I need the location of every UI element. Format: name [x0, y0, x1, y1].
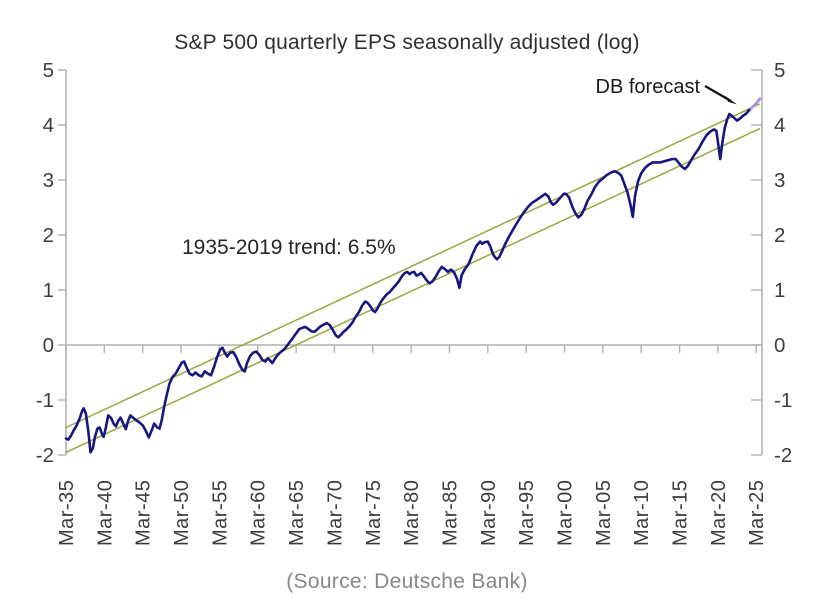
x-tick-label: Mar-80: [401, 480, 423, 546]
y-tick-label-left: -2: [36, 444, 54, 467]
x-tick-label: Mar-15: [670, 480, 692, 546]
x-tick-label: Mar-85: [440, 480, 462, 546]
y-tick-label-right: -1: [774, 389, 792, 412]
x-tick-label: Mar-65: [286, 480, 308, 546]
x-tick-label: Mar-60: [248, 480, 270, 546]
chart-title: S&P 500 quarterly EPS seasonally adjuste…: [174, 31, 640, 54]
y-tick-label-right: 3: [774, 169, 785, 192]
y-tick-label-right: 2: [774, 224, 785, 247]
x-tick-label: Mar-45: [133, 480, 155, 546]
x-tick-label: Mar-40: [94, 480, 116, 546]
y-tick-label-left: -1: [36, 389, 54, 412]
x-tick-label: Mar-35: [56, 480, 78, 546]
y-tick-label-left: 5: [43, 59, 54, 82]
forecast-arrowhead-icon: [724, 95, 737, 105]
x-tick-label: Mar-50: [171, 480, 193, 546]
x-tick-label: Mar-25: [746, 480, 768, 546]
series-eps: [64, 107, 753, 454]
forecast-annotation: DB forecast: [595, 76, 700, 98]
y-tick-label-right: 1: [774, 279, 785, 302]
y-tick-label-right: 4: [774, 114, 785, 137]
y-tick-label-left: 3: [43, 169, 54, 192]
y-tick-label-left: 0: [43, 334, 54, 357]
x-tick-label: Mar-90: [478, 480, 500, 546]
x-tick-label: Mar-00: [555, 480, 577, 546]
x-tick-label: Mar-10: [631, 480, 653, 546]
x-tick-label: Mar-05: [593, 480, 615, 546]
series-trend_lower: [65, 128, 761, 454]
x-tick-label: Mar-70: [324, 480, 346, 546]
y-tick-label-left: 4: [43, 114, 54, 137]
x-tick-label: Mar-95: [516, 480, 538, 546]
series-forecast: [749, 97, 762, 110]
y-tick-label-right: 5: [774, 59, 785, 82]
source-caption: (Source: Deutsche Bank): [286, 570, 528, 593]
x-tick-label: Mar-20: [708, 480, 730, 546]
y-tick-label-right: -2: [774, 444, 792, 467]
y-tick-label-right: 0: [774, 334, 785, 357]
series-trend_upper: [65, 103, 761, 429]
x-tick-label: Mar-55: [209, 480, 231, 546]
y-tick-label-left: 2: [43, 224, 54, 247]
x-tick-label: Mar-75: [363, 480, 385, 546]
y-tick-label-left: 1: [43, 279, 54, 302]
trend-annotation: 1935-2019 trend: 6.5%: [182, 236, 396, 259]
